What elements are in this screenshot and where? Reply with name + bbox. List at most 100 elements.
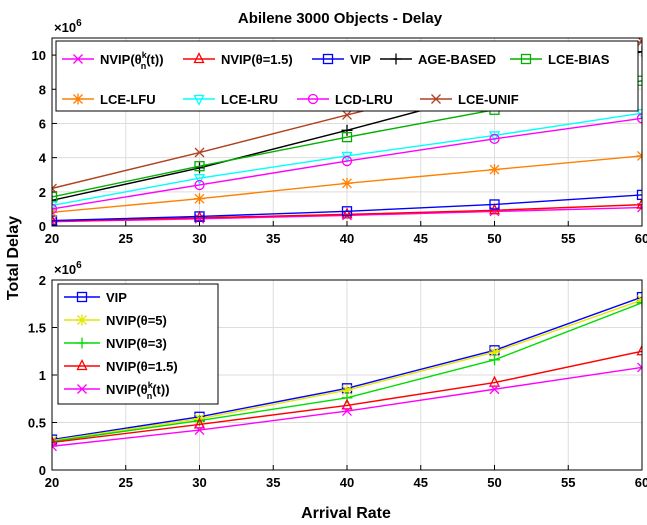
x-tick-label: 35 <box>266 231 280 246</box>
data-point <box>488 375 501 387</box>
y-multiplier-label: ×106 <box>54 18 82 35</box>
data-point <box>52 201 58 213</box>
legend-marker <box>76 314 88 326</box>
x-tick-label: 45 <box>414 475 428 490</box>
legend-label: NVIP(θk n(t)) <box>106 380 170 401</box>
data-point <box>194 161 205 172</box>
legend-marker <box>431 94 441 104</box>
legend-label: NVIP(θ=1.5) <box>106 359 178 374</box>
legend-marker <box>193 52 205 64</box>
x-tick-label: 20 <box>45 231 59 246</box>
x-tick-label: 60 <box>635 475 647 490</box>
y-axis-label: Total Delay <box>5 216 22 300</box>
legend-label: NVIP(θ=5) <box>106 313 167 328</box>
y-tick-label: 0 <box>39 219 46 234</box>
series-line <box>52 203 642 222</box>
x-tick-label: 55 <box>561 475 575 490</box>
x-tick-label: 40 <box>340 475 354 490</box>
legend-label: NVIP(θ=1.5) <box>221 52 293 67</box>
y-tick-label: 1.5 <box>28 321 46 336</box>
legend-marker <box>193 94 205 106</box>
data-point <box>341 384 353 396</box>
plot-top: 20 25 30 35 40 45 50 55 60 0 2 4 6 8 10 ×106 NVIP(θk n(t)… <box>32 18 647 246</box>
data-point <box>637 362 642 373</box>
y-tick-label: 8 <box>39 82 46 97</box>
data-point <box>489 384 500 395</box>
x-axis-label: Arrival Rate <box>301 505 391 522</box>
data-point <box>194 193 205 205</box>
data-point <box>636 189 642 201</box>
data-point <box>194 147 205 158</box>
data-point <box>194 162 205 174</box>
legend-marker <box>307 93 319 105</box>
plot-bottom: 20 25 30 35 40 45 50 55 60 0 0.5 1 1.5 2 ×106 VIP NVIP(θ… <box>28 260 647 490</box>
data-point <box>489 346 500 358</box>
data-point <box>342 406 352 417</box>
data-point <box>52 203 58 215</box>
data-point <box>341 177 353 189</box>
legend-marker <box>390 53 402 65</box>
data-point <box>52 194 58 206</box>
legend-label: LCE-BIAS <box>548 52 610 67</box>
x-tick-label: 45 <box>414 231 428 246</box>
y-tick-label: 10 <box>32 48 46 63</box>
data-point <box>341 207 353 219</box>
y-tick-label: 0.5 <box>28 416 46 431</box>
data-point <box>194 425 205 436</box>
legend-marker <box>77 384 87 394</box>
series-line <box>52 350 642 444</box>
legend-marker <box>322 53 334 65</box>
legend-label: LCE-LRU <box>221 92 278 107</box>
legend-marker <box>520 53 532 65</box>
data-point <box>488 131 501 143</box>
plot-frame <box>51 279 643 471</box>
legend-label: NVIP(θ=3) <box>106 336 167 351</box>
legend-marker <box>76 337 88 349</box>
y-tick-label: 0 <box>39 463 46 478</box>
data-point <box>341 392 353 404</box>
y-tick-label: 2 <box>39 273 46 288</box>
series-line <box>52 194 642 222</box>
legend-marker <box>76 359 88 371</box>
data-point <box>194 211 205 222</box>
series-group <box>52 291 642 452</box>
plot-frame <box>51 37 643 227</box>
legend-label: VIP <box>350 52 371 67</box>
data-point <box>341 206 353 217</box>
data-point <box>341 124 353 136</box>
x-tick-label: 40 <box>340 231 354 246</box>
x-tick-label: 55 <box>561 231 575 246</box>
legend-marker <box>72 93 84 105</box>
y-multiplier-label: ×106 <box>54 260 82 277</box>
legend-label: AGE-BASED <box>418 52 496 67</box>
data-point <box>341 155 353 167</box>
data-point <box>636 113 642 124</box>
y-tick-label: 4 <box>39 151 47 166</box>
legend-label: VIP <box>106 290 127 305</box>
chart-title: Abilene 3000 Objects - Delay <box>238 10 443 27</box>
legend-label: LCD-LRU <box>335 92 393 107</box>
data-point <box>636 297 642 309</box>
x-tick-label: 20 <box>45 475 59 490</box>
data-point <box>489 133 500 144</box>
x-tick-label: 25 <box>119 231 133 246</box>
y-tick-label: 1 <box>39 368 46 383</box>
data-point <box>489 164 500 176</box>
data-point <box>52 441 57 452</box>
data-point <box>489 199 500 210</box>
data-point <box>636 197 642 209</box>
legend-marker <box>73 54 83 64</box>
data-point <box>194 179 205 191</box>
data-point <box>52 183 57 194</box>
series-line <box>52 117 642 210</box>
legend-label: LCE-LFU <box>100 92 156 107</box>
data-point <box>489 354 500 366</box>
y-tick-label: 2 <box>39 185 46 200</box>
x-tick-label: 30 <box>192 231 206 246</box>
data-point <box>636 291 642 303</box>
legend-label: LCE-UNIF <box>458 92 519 107</box>
x-tick-label: 60 <box>635 231 647 246</box>
legend-box <box>57 283 219 405</box>
x-tick-label: 30 <box>192 475 206 490</box>
